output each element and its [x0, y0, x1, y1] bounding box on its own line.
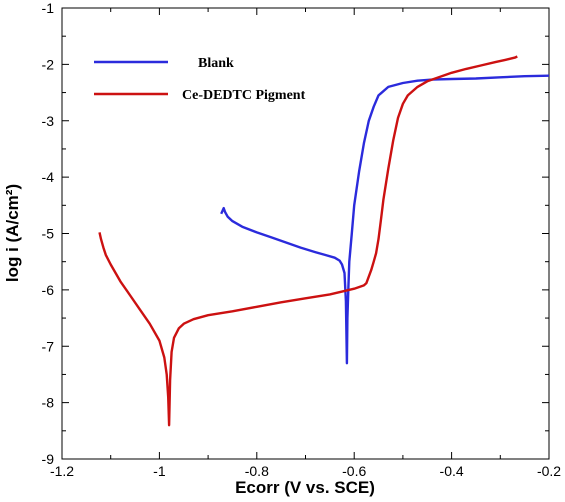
- legend-label: Blank: [198, 56, 234, 71]
- x-tick-label: -0.8: [245, 463, 269, 479]
- x-tick-label: -0.6: [342, 463, 366, 479]
- y-tick-label: -2: [42, 56, 55, 72]
- axis-ticks: [61, 7, 550, 460]
- series-line-blank: [220, 74, 550, 365]
- y-tick-label: -6: [42, 282, 55, 298]
- plot-frame: [61, 7, 550, 460]
- axis-tick-labels: -1.2 -1 -0.8 -0.6 -0.4 -0.2 -9 -8 -7 -6 -5 -4 -3 -2 -1: [42, 0, 562, 479]
- y-axis-title: log i (A/cm²): [3, 184, 22, 282]
- y-tick-label: -3: [42, 113, 55, 129]
- x-tick-label: -0.2: [537, 463, 561, 479]
- y-tick-label: -8: [42, 395, 55, 411]
- legend-label: Ce-DEDTC Pigment: [182, 88, 306, 103]
- series-lines: [98, 55, 550, 427]
- series-line-ce-dedtc-pigment: [98, 55, 518, 427]
- x-tick-label: -1.2: [50, 463, 74, 479]
- y-tick-label: -1: [42, 0, 55, 16]
- y-tick-label: -5: [42, 226, 55, 242]
- y-tick-label: -7: [42, 338, 55, 354]
- x-axis-title: Ecorr (V vs. SCE): [235, 478, 375, 497]
- x-tick-label: -1: [153, 463, 166, 479]
- legend: Blank Ce-DEDTC Pigment: [94, 56, 306, 103]
- y-tick-label: -9: [42, 451, 55, 467]
- y-tick-label: -4: [42, 169, 55, 185]
- x-tick-label: -0.4: [440, 463, 464, 479]
